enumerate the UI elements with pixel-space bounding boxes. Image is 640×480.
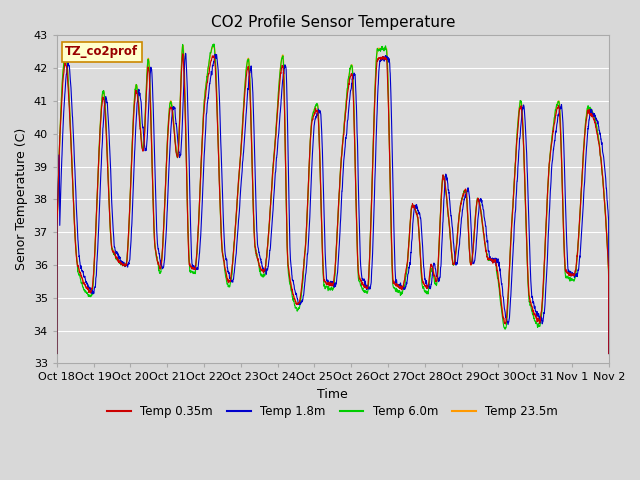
Temp 6.0m bbox=[404, 257, 412, 263]
Temp 0.35m bbox=[166, 106, 173, 112]
Temp 6.0m bbox=[166, 102, 173, 108]
Temp 1.8m bbox=[404, 274, 412, 280]
Temp 1.8m bbox=[53, 351, 61, 357]
Temp 6.0m bbox=[488, 257, 495, 263]
Temp 0.35m bbox=[452, 246, 460, 252]
Y-axis label: Senor Temperature (C): Senor Temperature (C) bbox=[15, 128, 28, 271]
Temp 6.0m bbox=[210, 41, 218, 47]
Legend: Temp 0.35m, Temp 1.8m, Temp 6.0m, Temp 23.5m: Temp 0.35m, Temp 1.8m, Temp 6.0m, Temp 2… bbox=[102, 401, 563, 423]
Line: Temp 1.8m: Temp 1.8m bbox=[57, 53, 609, 354]
Temp 23.5m bbox=[488, 257, 495, 263]
Temp 0.35m bbox=[404, 257, 412, 263]
Temp 6.0m bbox=[521, 174, 529, 180]
Temp 23.5m bbox=[521, 171, 529, 177]
Temp 6.0m bbox=[53, 351, 61, 357]
Temp 23.5m bbox=[404, 257, 412, 263]
Temp 1.8m bbox=[166, 146, 173, 152]
Temp 0.35m bbox=[599, 175, 607, 181]
Temp 23.5m bbox=[210, 42, 218, 48]
Temp 0.35m bbox=[521, 173, 529, 179]
Temp 1.8m bbox=[521, 111, 529, 117]
Text: TZ_co2prof: TZ_co2prof bbox=[65, 45, 138, 58]
Temp 1.8m bbox=[605, 351, 612, 357]
Title: CO2 Profile Sensor Temperature: CO2 Profile Sensor Temperature bbox=[211, 15, 455, 30]
Line: Temp 0.35m: Temp 0.35m bbox=[57, 54, 609, 354]
Line: Temp 23.5m: Temp 23.5m bbox=[57, 45, 609, 354]
Temp 23.5m bbox=[599, 175, 607, 181]
Temp 0.35m bbox=[605, 351, 612, 357]
Temp 23.5m bbox=[452, 246, 460, 252]
X-axis label: Time: Time bbox=[317, 388, 348, 401]
Temp 23.5m bbox=[166, 102, 173, 108]
Temp 1.8m bbox=[182, 50, 189, 56]
Temp 6.0m bbox=[452, 244, 460, 250]
Temp 0.35m bbox=[53, 351, 61, 357]
Line: Temp 6.0m: Temp 6.0m bbox=[57, 44, 609, 354]
Temp 6.0m bbox=[605, 351, 612, 357]
Temp 1.8m bbox=[599, 150, 607, 156]
Temp 1.8m bbox=[452, 262, 460, 267]
Temp 0.35m bbox=[488, 258, 495, 264]
Temp 23.5m bbox=[53, 351, 61, 357]
Temp 1.8m bbox=[488, 258, 495, 264]
Temp 0.35m bbox=[179, 51, 187, 57]
Temp 23.5m bbox=[605, 270, 612, 276]
Temp 6.0m bbox=[599, 176, 607, 182]
